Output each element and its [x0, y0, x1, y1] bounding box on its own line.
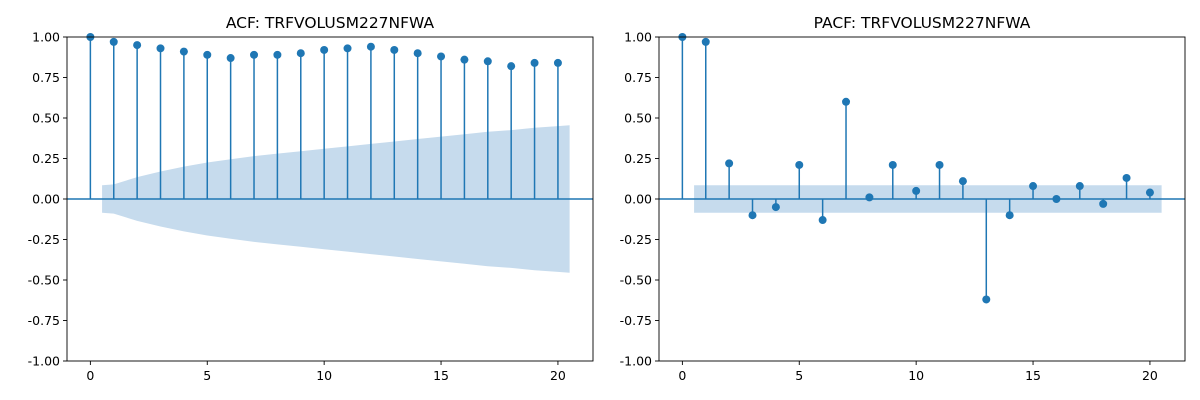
pacf-y-tick-label: -1.00: [620, 354, 652, 369]
acf-chart-title: ACF: TRFVOLUSM227NFWA: [226, 14, 435, 32]
acf-y-tick-label: 0.00: [32, 192, 60, 207]
pacf-x-tick-label: 10: [908, 368, 924, 383]
pacf-point-lag-12: [958, 177, 967, 186]
pacf-y-tick-label: 0.00: [624, 192, 652, 207]
acf-point-lag-1: [109, 37, 118, 46]
acf-point-lag-8: [273, 50, 282, 59]
acf-x-tick-label: 10: [316, 368, 332, 383]
acf-point-lag-16: [460, 55, 469, 64]
acf-x-tick-label: 5: [203, 368, 211, 383]
acf-x-tick-label: 20: [550, 368, 566, 383]
pacf-point-lag-7: [842, 97, 851, 106]
pacf-y-tick-label: 1.00: [624, 30, 652, 45]
pacf-x-tick-label: 5: [795, 368, 803, 383]
acf-point-lag-18: [507, 62, 516, 71]
pacf-x-tick-label: 0: [678, 368, 686, 383]
acf-point-lag-6: [226, 54, 235, 63]
acf-y-tick-label: -1.00: [28, 354, 60, 369]
pacf-y-tick-label: -0.25: [620, 232, 652, 247]
acf-chart-panel: -1.00 -0.75 -0.50 -0.25 0.00 0.25 0.50 0.75 1.00…: [28, 14, 594, 383]
acf-point-lag-7: [250, 50, 259, 59]
pacf-point-lag-9: [888, 160, 897, 169]
pacf-point-lag-11: [935, 160, 944, 169]
pacf-y-tick-label: -0.50: [620, 273, 652, 288]
pacf-point-lag-13: [982, 295, 991, 304]
pacf-point-lag-15: [1029, 182, 1038, 191]
acf-point-lag-10: [320, 45, 329, 54]
acf-point-lag-20: [553, 58, 562, 67]
acf-point-lag-2: [133, 41, 142, 50]
pacf-point-lag-19: [1122, 173, 1131, 182]
acf-point-lag-14: [413, 49, 422, 58]
acf-point-lag-4: [179, 47, 188, 56]
pacf-x-tick-label: 20: [1142, 368, 1158, 383]
pacf-point-lag-17: [1075, 182, 1084, 191]
pacf-point-lag-1: [701, 37, 710, 46]
acf-point-lag-5: [203, 50, 212, 59]
acf-point-lag-9: [296, 49, 305, 58]
acf-point-lag-3: [156, 44, 165, 53]
pacf-point-lag-20: [1145, 188, 1154, 197]
pacf-point-lag-16: [1052, 195, 1061, 203]
pacf-point-lag-3: [748, 211, 757, 220]
acf-point-lag-17: [483, 57, 492, 66]
acf-point-lag-19: [530, 58, 539, 67]
pacf-y-tick-label: 0.75: [624, 70, 652, 85]
acf-y-tick-label: -0.25: [28, 232, 60, 247]
acf-y-tick-label: 1.00: [32, 30, 60, 45]
acf-point-lag-15: [437, 52, 446, 61]
acf-y-tick-label: -0.75: [28, 313, 60, 328]
pacf-y-tick-label: 0.50: [624, 111, 652, 126]
pacf-chart-title: PACF: TRFVOLUSM227NFWA: [814, 14, 1031, 32]
pacf-point-lag-14: [1005, 211, 1014, 220]
pacf-y-tick-label: -0.75: [620, 313, 652, 328]
acf-y-tick-label: -0.50: [28, 273, 60, 288]
pacf-point-lag-18: [1099, 199, 1108, 208]
pacf-point-lag-2: [725, 159, 734, 168]
pacf-point-lag-4: [771, 203, 780, 212]
acf-point-lag-12: [366, 42, 375, 51]
acf-point-lag-13: [390, 45, 399, 54]
acf-point-lag-11: [343, 44, 352, 53]
pacf-x-tick-label: 15: [1025, 368, 1041, 383]
acf-x-tick-label: 15: [433, 368, 449, 383]
acf-y-tick-label: 0.50: [32, 111, 60, 126]
pacf-chart-panel: -1.00 -0.75 -0.50 -0.25 0.00 0.25 0.50 0.75 1.00…: [620, 14, 1186, 383]
acf-x-tick-label: 0: [86, 368, 94, 383]
pacf-point-lag-10: [912, 186, 921, 195]
pacf-y-tick-label: 0.25: [624, 151, 652, 166]
acf-y-tick-label: 0.75: [32, 70, 60, 85]
pacf-point-lag-8: [865, 193, 874, 202]
acf-y-tick-label: 0.25: [32, 151, 60, 166]
pacf-point-lag-6: [818, 216, 827, 225]
pacf-point-lag-5: [795, 160, 804, 169]
